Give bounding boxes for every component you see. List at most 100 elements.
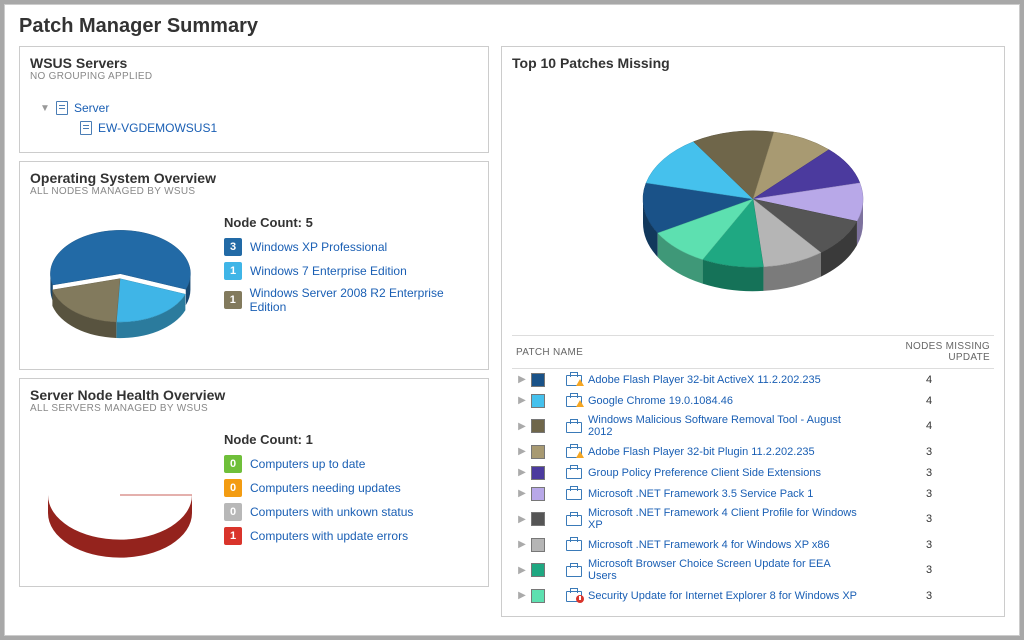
os-legend-row[interactable]: 1 Windows Server 2008 R2 Enterprise Editi…: [224, 286, 478, 314]
patch-name-link[interactable]: Microsoft .NET Framework 4 for Windows X…: [588, 539, 830, 551]
top10-title: Top 10 Patches Missing: [512, 55, 994, 71]
color-swatch: [531, 419, 545, 433]
page-title: Patch Manager Summary: [19, 15, 1005, 38]
chevron-down-icon[interactable]: ▼: [40, 103, 50, 114]
patch-name-link[interactable]: Windows Malicious Software Removal Tool …: [588, 414, 841, 438]
color-swatch: [531, 563, 545, 577]
tree-child-row[interactable]: EW-VGDEMOWSUS1: [80, 118, 478, 138]
patch-row[interactable]: ▶ Microsoft Browser Choice Screen Update…: [512, 555, 994, 585]
patch-name-link[interactable]: Group Policy Preference Client Side Exte…: [588, 467, 821, 479]
wsus-tree: ▼ Server EW-VGDEMOWSUS1: [30, 94, 478, 142]
color-swatch: [531, 466, 545, 480]
top10-table: PATCH NAME NODES MISSING UPDATE ▶ Adobe …: [512, 335, 994, 606]
nodes-missing-value: 3: [864, 585, 994, 606]
count-badge: 0: [224, 503, 242, 521]
color-swatch: [531, 373, 545, 387]
chevron-right-icon[interactable]: ▶: [516, 539, 528, 550]
patch-row[interactable]: ▶ Windows Malicious Software Removal Too…: [512, 411, 994, 441]
package-icon: [566, 486, 580, 498]
count-badge: 3: [224, 238, 242, 256]
package-icon: [566, 563, 580, 575]
os-legend-label[interactable]: Windows 7 Enterprise Edition: [250, 264, 407, 278]
patch-row[interactable]: ▶ Security Update for Internet Explorer …: [512, 585, 994, 606]
chevron-right-icon[interactable]: ▶: [516, 446, 528, 457]
patch-row[interactable]: ▶ Microsoft .NET Framework 4 Client Prof…: [512, 504, 994, 534]
wsus-subtitle: NO GROUPING APPLIED: [30, 71, 478, 82]
col-patch-name: PATCH NAME: [512, 336, 864, 369]
os-legend-label[interactable]: Windows XP Professional: [250, 240, 387, 254]
patch-name-link[interactable]: Adobe Flash Player 32-bit Plugin 11.2.20…: [588, 446, 815, 458]
os-title: Operating System Overview: [30, 170, 478, 186]
count-badge: 1: [224, 291, 242, 309]
tree-child-label[interactable]: EW-VGDEMOWSUS1: [98, 121, 217, 135]
health-node-count: Node Count: 1: [224, 432, 478, 447]
nodes-missing-value: 3: [864, 462, 994, 483]
document-icon: [56, 101, 68, 115]
os-node-count: Node Count: 5: [224, 215, 478, 230]
patch-row[interactable]: ▶ Microsoft .NET Framework 4 for Windows…: [512, 534, 994, 555]
health-legend-label[interactable]: Computers needing updates: [250, 481, 401, 495]
chevron-right-icon[interactable]: ▶: [516, 395, 528, 406]
patch-row[interactable]: ▶ Group Policy Preference Client Side Ex…: [512, 462, 994, 483]
nodes-missing-value: 3: [864, 555, 994, 585]
package-icon: [566, 537, 580, 549]
health-subtitle: ALL SERVERS MANAGED BY WSUS: [30, 403, 478, 414]
patch-name-link[interactable]: Google Chrome 19.0.1084.46: [588, 395, 733, 407]
color-swatch: [531, 512, 545, 526]
os-subtitle: ALL NODES MANAGED BY WSUS: [30, 186, 478, 197]
chevron-right-icon[interactable]: ▶: [516, 590, 528, 601]
chevron-right-icon[interactable]: ▶: [516, 374, 528, 385]
color-swatch: [531, 487, 545, 501]
chevron-right-icon[interactable]: ▶: [516, 488, 528, 499]
patch-name-link[interactable]: Security Update for Internet Explorer 8 …: [588, 590, 857, 602]
patch-row[interactable]: ▶ Microsoft .NET Framework 3.5 Service P…: [512, 483, 994, 504]
package-icon: [566, 393, 580, 405]
tree-root-label[interactable]: Server: [74, 101, 109, 115]
col-nodes-missing: NODES MISSING UPDATE: [864, 336, 994, 369]
package-icon: [566, 465, 580, 477]
health-title: Server Node Health Overview: [30, 387, 478, 403]
color-swatch: [531, 589, 545, 603]
health-legend-row[interactable]: 0 Computers with unkown status: [224, 503, 478, 521]
os-legend-label[interactable]: Windows Server 2008 R2 Enterprise Editio…: [250, 286, 478, 314]
tree-root-row[interactable]: ▼ Server: [40, 98, 478, 118]
patch-name-link[interactable]: Microsoft .NET Framework 4 Client Profil…: [588, 507, 857, 531]
health-legend-label[interactable]: Computers with unkown status: [250, 505, 413, 519]
package-icon: [566, 419, 580, 431]
os-legend-row[interactable]: 3 Windows XP Professional: [224, 238, 478, 256]
health-legend-row[interactable]: 0Computers needing updates: [224, 479, 478, 497]
chevron-right-icon[interactable]: ▶: [516, 421, 528, 432]
health-pie-chart: [30, 426, 210, 576]
panel-os-overview: Operating System Overview ALL NODES MANA…: [19, 161, 489, 370]
wsus-title: WSUS Servers: [30, 55, 478, 71]
chevron-right-icon[interactable]: ▶: [516, 565, 528, 576]
patch-name-link[interactable]: Adobe Flash Player 32-bit ActiveX 11.2.2…: [588, 374, 821, 386]
patch-row[interactable]: ▶ Google Chrome 19.0.1084.464: [512, 390, 994, 411]
health-legend-label[interactable]: Computers with update errors: [250, 529, 408, 543]
package-icon: [566, 588, 580, 600]
os-legend: Node Count: 5 3 Windows XP Professional 1W…: [224, 209, 478, 320]
panel-top10: Top 10 Patches Missing PATCH NAME NODES …: [501, 46, 1005, 617]
os-legend-row[interactable]: 1Windows 7 Enterprise Edition: [224, 262, 478, 280]
columns: WSUS Servers NO GROUPING APPLIED ▼ Serve…: [19, 46, 1005, 617]
patch-row[interactable]: ▶ Adobe Flash Player 32-bit Plugin 11.2.…: [512, 441, 994, 462]
patch-name-link[interactable]: Microsoft Browser Choice Screen Update f…: [588, 558, 830, 582]
chevron-right-icon[interactable]: ▶: [516, 467, 528, 478]
package-icon: [566, 372, 580, 384]
top10-pie-chart: [512, 83, 994, 335]
health-legend-row[interactable]: 0Computers up to date: [224, 455, 478, 473]
health-legend: Node Count: 1 0Computers up to date0Comp…: [224, 426, 478, 551]
patch-row[interactable]: ▶ Adobe Flash Player 32-bit ActiveX 11.2…: [512, 369, 994, 391]
chevron-right-icon[interactable]: ▶: [516, 514, 528, 525]
panel-health: Server Node Health Overview ALL SERVERS …: [19, 378, 489, 587]
document-icon: [80, 121, 92, 135]
package-icon: [566, 444, 580, 456]
nodes-missing-value: 3: [864, 441, 994, 462]
patch-name-link[interactable]: Microsoft .NET Framework 3.5 Service Pac…: [588, 488, 813, 500]
health-legend-row[interactable]: 1 Computers with update errors: [224, 527, 478, 545]
left-column: WSUS Servers NO GROUPING APPLIED ▼ Serve…: [19, 46, 489, 617]
count-badge: 1: [224, 527, 242, 545]
health-legend-label[interactable]: Computers up to date: [250, 457, 365, 471]
nodes-missing-value: 3: [864, 483, 994, 504]
nodes-missing-value: 4: [864, 369, 994, 391]
